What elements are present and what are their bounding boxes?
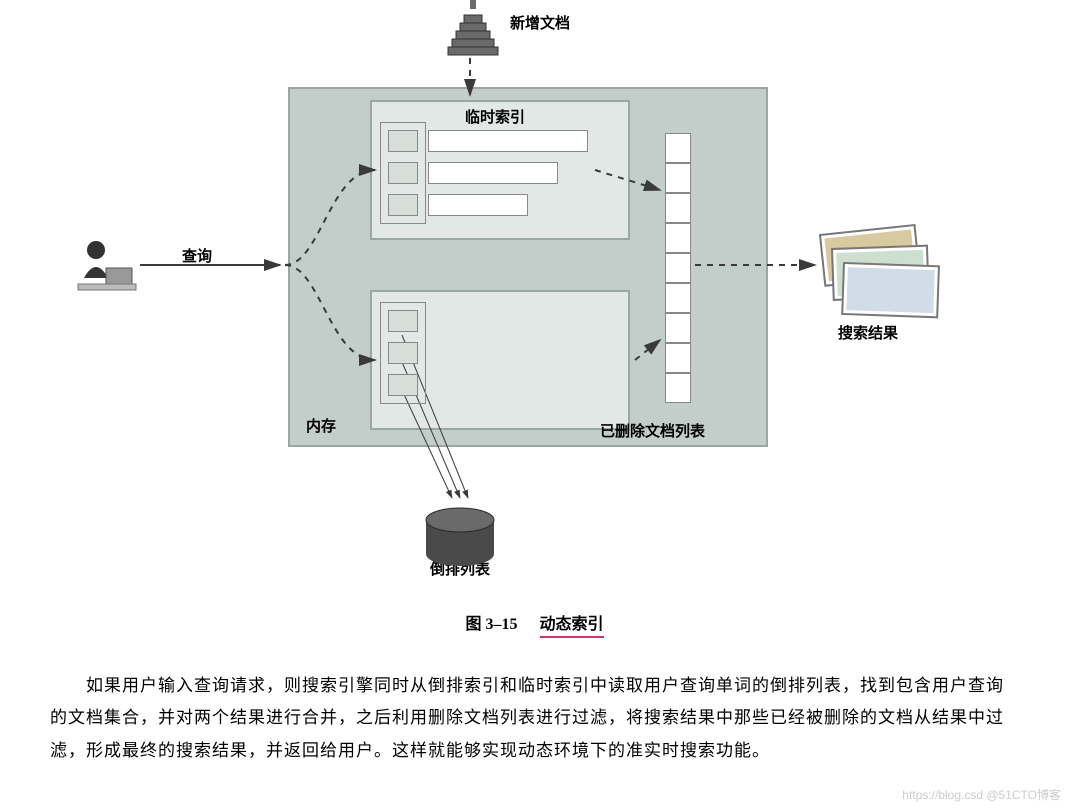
caption-fignum: 图 3–15 [465,610,517,634]
deleted-cell-6 [665,313,691,343]
diagram-area: 内存 临时索引 已删除文档列表 新增文档 查询 倒排列表 搜索结果 [30,0,1010,580]
bottom-key-0 [388,310,418,332]
temp-val-2 [428,194,528,216]
deleted-cell-4 [665,253,691,283]
building-icon [448,0,498,55]
temp-key-1 [388,162,418,184]
temp-key-0 [388,130,418,152]
deleted-cell-8 [665,373,691,403]
cylinder-icon [426,508,494,566]
temp-val-1 [428,162,558,184]
deleted-cell-5 [665,283,691,313]
deleted-cell-3 [665,223,691,253]
watermark: https://blog.csd @51CTO博客 [902,786,1061,803]
bottom-key-1 [388,342,418,364]
bottom-key-2 [388,374,418,396]
temp-val-0 [428,130,588,152]
caption-title: 动态索引 [540,610,604,638]
results-icon [820,225,939,317]
temp-key-2 [388,194,418,216]
body-paragraph: 如果用户输入查询请求，则搜索引擎同时从倒排索引和临时索引中读取用户查询单词的倒排… [50,670,1010,767]
deleted-cell-1 [665,163,691,193]
arrows-layer [30,0,1010,580]
user-icon [78,241,136,290]
deleted-cell-7 [665,343,691,373]
deleted-cell-2 [665,193,691,223]
deleted-cell-0 [665,133,691,163]
figure-caption: 图 3–15 动态索引 [0,610,1069,638]
